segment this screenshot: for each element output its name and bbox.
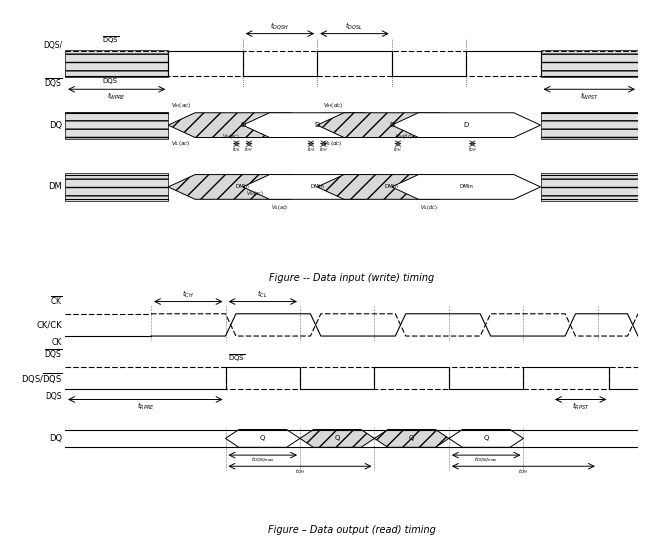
Text: $t_{DH}$: $t_{DH}$	[468, 145, 477, 154]
Text: D: D	[314, 122, 320, 128]
Text: DM: DM	[48, 182, 62, 191]
Text: $\overline{\rm DQS}$: $\overline{\rm DQS}$	[44, 77, 62, 90]
Text: Figure -- Data input (write) timing: Figure -- Data input (write) timing	[269, 274, 434, 283]
Text: $t_{CH}$: $t_{CH}$	[182, 289, 194, 300]
Text: DQ: DQ	[49, 121, 62, 129]
Text: $t_{QH}$: $t_{QH}$	[295, 467, 305, 477]
Text: $t_{DQSH}$: $t_{DQSH}$	[270, 21, 290, 33]
Polygon shape	[300, 430, 374, 447]
Bar	[65, 50, 168, 77]
Text: D: D	[464, 122, 469, 128]
Text: DQS: DQS	[102, 78, 117, 84]
Polygon shape	[449, 430, 523, 447]
Text: $t_{CL}$: $t_{CL}$	[257, 289, 268, 300]
Text: $\overline{\rm CK}$: $\overline{\rm CK}$	[49, 295, 62, 307]
Text: DQS/$\overline{\rm DQS}$: DQS/$\overline{\rm DQS}$	[21, 371, 62, 386]
Text: Q: Q	[335, 435, 340, 441]
Text: $V_{IL}(ac)$: $V_{IL}(ac)$	[271, 203, 288, 212]
Polygon shape	[317, 175, 466, 199]
Text: CK: CK	[52, 338, 62, 347]
Text: $t_{QH}$: $t_{QH}$	[518, 467, 529, 477]
Text: $V_{IL}(dc)$: $V_{IL}(dc)$	[323, 139, 342, 148]
Text: $t_{DQSL}$: $t_{DQSL}$	[346, 21, 363, 33]
Text: $V_{IL}(dc)$: $V_{IL}(dc)$	[420, 203, 437, 212]
Bar	[540, 50, 638, 77]
Text: Q: Q	[484, 435, 489, 441]
Text: $t_{WPRE}$: $t_{WPRE}$	[107, 91, 126, 102]
Text: Q: Q	[409, 435, 415, 441]
Text: $t_{RPRE}$: $t_{RPRE}$	[137, 401, 154, 412]
Text: CK/CK: CK/CK	[36, 320, 62, 330]
Text: D: D	[389, 122, 395, 128]
Text: $t_{WPST}$: $t_{WPST}$	[580, 91, 599, 102]
Bar	[540, 112, 638, 139]
Text: DMin: DMin	[385, 184, 398, 189]
Text: $V_{IH}(ac)$: $V_{IH}(ac)$	[222, 132, 240, 141]
Polygon shape	[168, 113, 317, 138]
Text: DMin: DMin	[459, 184, 473, 189]
Polygon shape	[243, 113, 392, 138]
Text: $t_{RPST}$: $t_{RPST}$	[572, 401, 589, 412]
Text: DQS/: DQS/	[43, 41, 62, 50]
Text: $\overline{\rm DQS}$: $\overline{\rm DQS}$	[102, 35, 120, 46]
Text: $\overline{\rm DQS}$: $\overline{\rm DQS}$	[229, 353, 245, 364]
Bar	[540, 174, 638, 201]
Text: $V_{IH}(dc)$: $V_{IH}(dc)$	[395, 132, 413, 141]
Polygon shape	[168, 175, 317, 199]
Text: $t_{DH}$: $t_{DH}$	[245, 145, 253, 154]
Text: DMin: DMin	[311, 184, 324, 189]
Text: $t_{DH}$: $t_{DH}$	[393, 145, 402, 154]
Text: DQ: DQ	[49, 434, 62, 443]
Polygon shape	[374, 430, 449, 447]
Text: D: D	[240, 122, 245, 128]
Bar	[65, 174, 168, 201]
Polygon shape	[392, 175, 540, 199]
Text: $t_{DQSQmax}$: $t_{DQSQmax}$	[474, 456, 498, 466]
Polygon shape	[317, 113, 466, 138]
Text: $t_{DS}$: $t_{DS}$	[232, 145, 241, 154]
Text: DQS: DQS	[46, 392, 62, 401]
Polygon shape	[243, 175, 392, 199]
Polygon shape	[392, 113, 540, 138]
Text: $V_{IH}(ac)$: $V_{IH}(ac)$	[171, 101, 191, 110]
Bar	[65, 112, 168, 139]
Text: DMin: DMin	[236, 184, 249, 189]
Text: $V_{IH}(dc)$: $V_{IH}(dc)$	[323, 101, 343, 110]
Text: $V_{IL}(ac)$: $V_{IL}(ac)$	[171, 139, 191, 148]
Polygon shape	[225, 430, 300, 447]
Text: $\overline{\rm DQS}$: $\overline{\rm DQS}$	[44, 348, 62, 361]
Text: Figure – Data output (read) timing: Figure – Data output (read) timing	[268, 524, 436, 535]
Text: $t_{DS}$: $t_{DS}$	[307, 145, 315, 154]
Text: Q: Q	[260, 435, 266, 441]
Text: $V_{IH}(ac)$: $V_{IH}(ac)$	[245, 189, 264, 198]
Text: $t_{DQSQmax}$: $t_{DQSQmax}$	[251, 456, 275, 466]
Text: $t_{DH}$: $t_{DH}$	[319, 145, 328, 154]
